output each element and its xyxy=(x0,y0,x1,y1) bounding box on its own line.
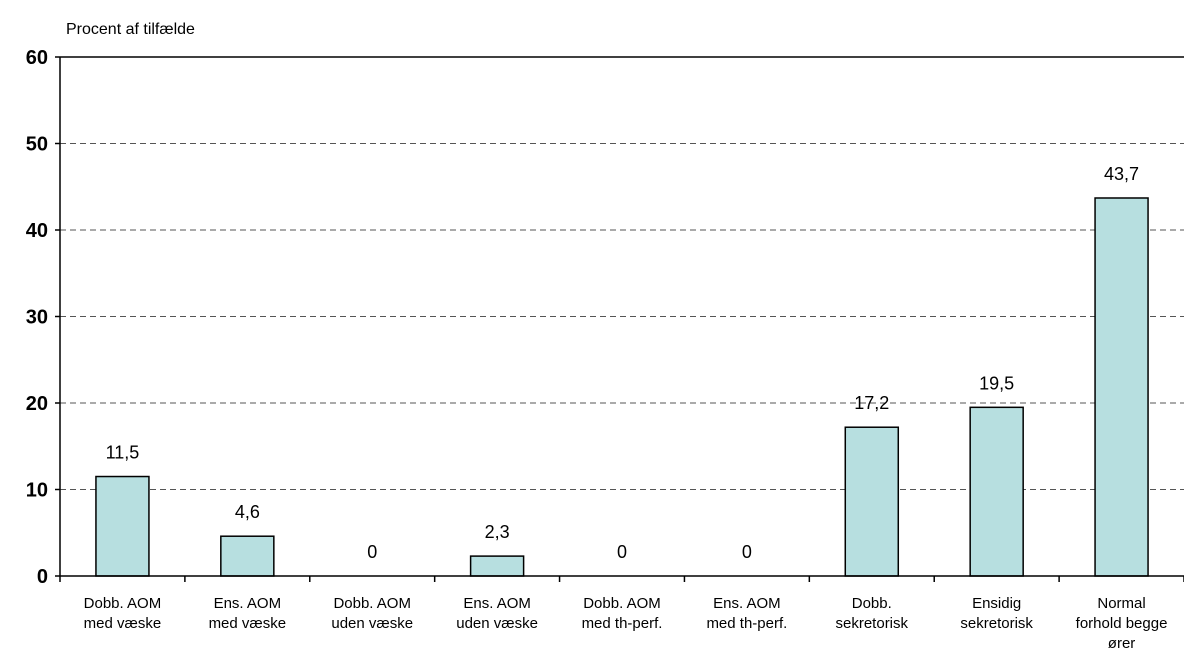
x-tick-label: Dobb. AOM uden væske xyxy=(331,595,413,632)
y-axis-label: Procent af tilfælde xyxy=(66,21,195,38)
x-tick-label-line: Ensidig xyxy=(972,595,1021,612)
data-label: 4,6 xyxy=(235,502,260,522)
bars xyxy=(95,197,1149,577)
bar xyxy=(469,555,525,577)
y-tick-label: 50 xyxy=(26,134,48,156)
x-tick-label-line: sekretorisk xyxy=(960,615,1033,632)
x-tick-label: Ens. AOM med th-perf. xyxy=(706,595,787,632)
x-tick-label: Dobb. AOM med th-perf. xyxy=(582,595,663,632)
bar xyxy=(969,406,1024,577)
data-label: 0 xyxy=(617,542,627,562)
y-tick-label: 0 xyxy=(37,566,48,588)
x-tick-label-line: ører xyxy=(1108,635,1136,652)
data-label: 2,3 xyxy=(485,522,510,542)
x-tick-label-line: med væske xyxy=(209,615,287,632)
y-tick-label: 10 xyxy=(26,480,48,502)
y-tick-label: 60 xyxy=(26,47,48,69)
x-tick-label-line: sekretorisk xyxy=(836,615,909,632)
data-label: 19,5 xyxy=(979,373,1014,393)
x-tick-label-line: Dobb. xyxy=(852,595,892,612)
x-tick-label: Dobb. AOM med væske xyxy=(84,595,162,632)
axes xyxy=(55,56,1184,582)
x-tick-label-line: uden væske xyxy=(331,615,413,632)
bar xyxy=(844,426,900,577)
x-tick-label-line: med væske xyxy=(84,615,162,632)
data-label: 0 xyxy=(367,542,377,562)
bar xyxy=(1094,197,1149,577)
x-tick-label-line: forhold begge xyxy=(1076,615,1168,632)
x-tick-label-line: Ens. AOM xyxy=(463,595,531,612)
data-labels: 11,5 4,6 0 2,3 0 0 17,2 19,5 43,7 xyxy=(106,164,1139,562)
data-label: 11,5 xyxy=(106,443,140,463)
bar xyxy=(220,535,275,577)
bar xyxy=(95,475,150,577)
x-tick-label-line: Dobb. AOM xyxy=(333,595,411,612)
y-tick-labels: 0 10 20 30 40 50 60 xyxy=(26,47,48,588)
x-tick-label: Ensidig sekretorisk xyxy=(960,595,1033,632)
x-tick-label-line: uden væske xyxy=(456,615,538,632)
x-tick-label: Ens. AOM uden væske xyxy=(456,595,538,632)
x-tick-label: Ens. AOM med væske xyxy=(209,595,287,632)
data-label: 43,7 xyxy=(1104,164,1139,184)
y-tick-label: 40 xyxy=(26,220,48,242)
x-tick-label: Dobb. sekretorisk xyxy=(836,595,909,632)
x-tick-label-line: Ens. AOM xyxy=(214,595,282,612)
gridlines xyxy=(60,143,1184,490)
x-tick-label-line: med th-perf. xyxy=(582,615,663,632)
x-tick-label-line: Normal xyxy=(1097,595,1145,612)
y-tick-label: 30 xyxy=(26,307,48,329)
data-label: 17,2 xyxy=(854,393,889,413)
y-tick-label: 20 xyxy=(26,393,48,415)
x-tick-label-line: Dobb. AOM xyxy=(583,595,661,612)
x-tick-label-line: med th-perf. xyxy=(706,615,787,632)
x-tick-label-line: Dobb. AOM xyxy=(84,595,162,612)
x-tick-label: Normal forhold begge ører xyxy=(1076,595,1168,652)
data-label: 0 xyxy=(742,542,752,562)
x-tick-label-line: Ens. AOM xyxy=(713,595,781,612)
